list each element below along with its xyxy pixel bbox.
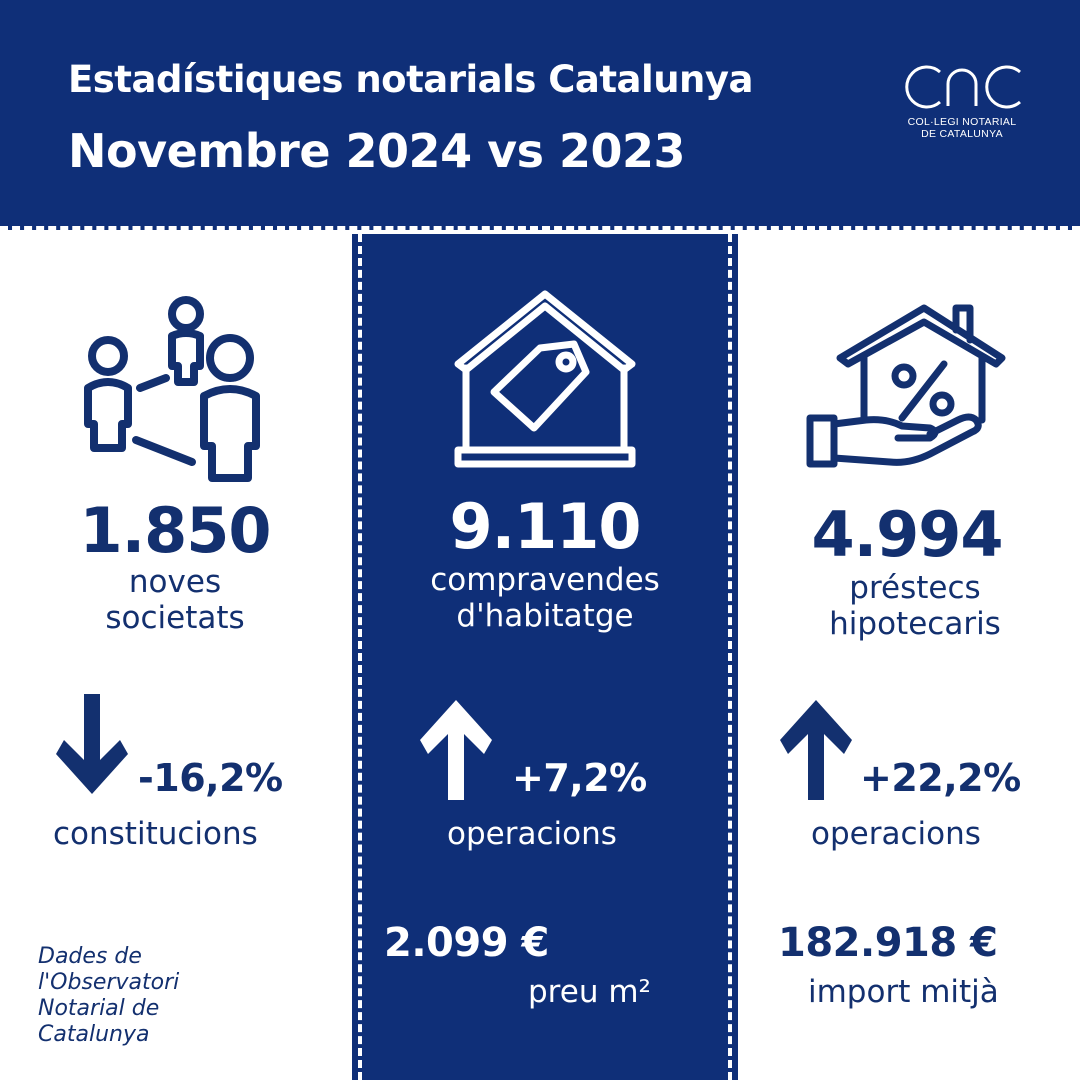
logo-text-line1: COL·LEGI NOTARIAL: [907, 116, 1017, 128]
house-price-tag-icon: [454, 290, 636, 468]
new-companies-value: 1.850: [79, 494, 271, 567]
average-amount-label: import mitjà: [808, 974, 999, 1010]
new-companies-label-line2: societats: [105, 600, 245, 636]
new-companies-label-line1: noves: [128, 564, 222, 600]
source-line1: Dades de: [38, 944, 142, 969]
home-sales-change: +7,2%: [512, 756, 647, 800]
mortgages-label-line2: hipotecaris: [829, 606, 1001, 642]
data-source-note: Dades de l'Observatori Notarial de Catal…: [38, 944, 238, 1048]
source-line4: Catalunya: [38, 1022, 150, 1047]
cnc-logo-icon: [905, 65, 1021, 109]
mortgages-label: préstecs hipotecaris: [770, 570, 1060, 642]
source-line2: l'Observatori: [38, 970, 180, 995]
mortgages-change: +22,2%: [860, 756, 1021, 800]
mortgages-change-label: operacions: [811, 816, 981, 852]
center-column-panel: [352, 234, 738, 1080]
arrow-down-icon: [56, 694, 128, 794]
cnc-logo: COL·LEGI NOTARIAL DE CATALUNYA: [896, 62, 1028, 152]
price-per-m2-value: 2.099 €: [384, 920, 549, 966]
price-per-m2-label: preu m²: [528, 974, 651, 1010]
people-network-icon: [84, 296, 260, 482]
page-title: Estadístiques notarials Catalunya: [68, 58, 753, 101]
average-amount-value: 182.918 €: [778, 920, 998, 966]
logo-text-line2: DE CATALUNYA: [921, 128, 1003, 140]
home-sales-change-label: operacions: [447, 816, 617, 852]
home-sales-value: 9.110: [449, 490, 641, 563]
home-sales-label-line1: compravendes: [430, 562, 660, 598]
companies-change-label: constitucions: [53, 816, 258, 852]
home-sales-label-line2: d'habitatge: [456, 598, 634, 634]
logo-text: COL·LEGI NOTARIAL DE CATALUNYA: [896, 116, 1028, 140]
header-banner: Estadístiques notarials Catalunya Novemb…: [0, 0, 1080, 230]
arrow-up-icon: [780, 700, 852, 800]
mortgages-label-line1: préstecs: [849, 570, 981, 606]
mortgages-value: 4.994: [811, 498, 1003, 571]
page-subtitle: Novembre 2024 vs 2023: [68, 124, 686, 178]
new-companies-label: noves societats: [40, 564, 310, 636]
arrow-up-icon: [420, 700, 492, 800]
source-line3: Notarial de: [38, 996, 160, 1021]
home-sales-label: compravendes d'habitatge: [390, 562, 700, 634]
house-percent-hand-icon: [806, 304, 1006, 468]
companies-change: -16,2%: [138, 756, 283, 800]
